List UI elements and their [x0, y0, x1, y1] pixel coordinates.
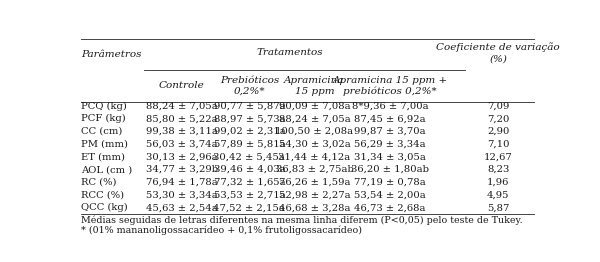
Text: Apramicina 15 ppm +
prebióticos 0,2%*: Apramicina 15 ppm + prebióticos 0,2%* [332, 75, 448, 96]
Text: RC (%): RC (%) [81, 178, 116, 187]
Text: Apramicina
15 ppm: Apramicina 15 ppm [284, 76, 344, 96]
Text: 53,30 ± 3,34a: 53,30 ± 3,34a [146, 190, 218, 200]
Text: AOL (cm ): AOL (cm ) [81, 165, 132, 174]
Text: 53,54 ± 2,00a: 53,54 ± 2,00a [354, 190, 426, 200]
Text: 31,34 ± 3,05a: 31,34 ± 3,05a [354, 152, 426, 161]
Text: Coeficiente de variação
(%): Coeficiente de variação (%) [436, 42, 560, 63]
Text: 87,45 ± 6,92a: 87,45 ± 6,92a [354, 114, 426, 123]
Text: Controle: Controle [159, 81, 205, 90]
Text: Parâmetros: Parâmetros [81, 50, 142, 59]
Text: RCC (%): RCC (%) [81, 190, 124, 200]
Text: 56,03 ± 3,74a: 56,03 ± 3,74a [146, 140, 218, 149]
Text: 54,30 ± 3,02a: 54,30 ± 3,02a [278, 140, 350, 149]
Text: 36,83 ± 2,75ab: 36,83 ± 2,75ab [275, 165, 353, 174]
Text: 88,24 ± 7,05a: 88,24 ± 7,05a [278, 114, 350, 123]
Text: 99,87 ± 3,70a: 99,87 ± 3,70a [354, 127, 426, 136]
Text: 77,32 ± 1,65a: 77,32 ± 1,65a [214, 178, 285, 187]
Text: 4,95: 4,95 [487, 190, 509, 200]
Text: 77,19 ± 0,78a: 77,19 ± 0,78a [354, 178, 426, 187]
Text: PCQ (kg): PCQ (kg) [81, 101, 127, 111]
Text: 99,02 ± 2,31a: 99,02 ± 2,31a [214, 127, 285, 136]
Text: 56,29 ± 3,34a: 56,29 ± 3,34a [354, 140, 426, 149]
Text: 45,63 ± 2,54a: 45,63 ± 2,54a [146, 203, 218, 212]
Text: 85,80 ± 5,22a: 85,80 ± 5,22a [146, 114, 218, 123]
Text: 90,77 ± 5,87a: 90,77 ± 5,87a [214, 102, 285, 111]
Text: Tratamentos: Tratamentos [257, 48, 323, 57]
Text: QCC (kg): QCC (kg) [81, 203, 128, 212]
Text: 30,42 ± 5,45a: 30,42 ± 5,45a [214, 152, 286, 161]
Text: 52,98 ± 2,27a: 52,98 ± 2,27a [278, 190, 350, 200]
Text: 57,89 ± 5,81a: 57,89 ± 5,81a [214, 140, 285, 149]
Text: * (01% mananoligossacarídeo + 0,1% frutoligossacarídeo): * (01% mananoligossacarídeo + 0,1% fruto… [81, 226, 362, 236]
Text: Médias seguidas de letras diferentes na mesma linha diferem (P<0,05) pelo teste : Médias seguidas de letras diferentes na … [81, 215, 523, 225]
Text: 8*9,36 ± 7,00a: 8*9,36 ± 7,00a [352, 102, 428, 111]
Text: CC (cm): CC (cm) [81, 127, 122, 136]
Text: 7,10: 7,10 [487, 140, 509, 149]
Text: 31,44 ± 4,12a: 31,44 ± 4,12a [278, 152, 350, 161]
Text: 36,20 ± 1,80ab: 36,20 ± 1,80ab [351, 165, 429, 174]
Text: PCF (kg): PCF (kg) [81, 114, 126, 123]
Text: 46,68 ± 3,28a: 46,68 ± 3,28a [279, 203, 350, 212]
Text: 1,96: 1,96 [487, 178, 509, 187]
Text: 46,73 ± 2,68a: 46,73 ± 2,68a [354, 203, 426, 212]
Text: 34,77 ± 3,29b: 34,77 ± 3,29b [146, 165, 218, 174]
Text: 88,24 ± 7,05a: 88,24 ± 7,05a [146, 102, 218, 111]
Text: 2,90: 2,90 [487, 127, 509, 136]
Text: 53,53 ± 2,71a: 53,53 ± 2,71a [214, 190, 285, 200]
Text: 76,94 ± 1,78a: 76,94 ± 1,78a [146, 178, 218, 187]
Text: 5,87: 5,87 [487, 203, 509, 212]
Text: 90,09 ± 7,08a: 90,09 ± 7,08a [278, 102, 350, 111]
Text: 8,23: 8,23 [487, 165, 509, 174]
Text: 7,09: 7,09 [487, 102, 509, 111]
Text: PM (mm): PM (mm) [81, 140, 128, 149]
Text: 100,50 ± 2,08a: 100,50 ± 2,08a [275, 127, 353, 136]
Text: 39,46 ± 4,03a: 39,46 ± 4,03a [214, 165, 285, 174]
Text: 47,52 ± 2,15a: 47,52 ± 2,15a [214, 203, 286, 212]
Text: ET (mm): ET (mm) [81, 152, 125, 161]
Text: Prebióticos
0,2%*: Prebióticos 0,2%* [220, 76, 279, 96]
Text: 76,26 ± 1,59a: 76,26 ± 1,59a [279, 178, 350, 187]
Text: 7,20: 7,20 [487, 114, 509, 123]
Text: 30,13 ± 2,96a: 30,13 ± 2,96a [146, 152, 218, 161]
Text: 88,97 ± 5,73a: 88,97 ± 5,73a [214, 114, 285, 123]
Text: 99,38 ± 3,11a: 99,38 ± 3,11a [146, 127, 218, 136]
Text: 12,67: 12,67 [484, 152, 512, 161]
